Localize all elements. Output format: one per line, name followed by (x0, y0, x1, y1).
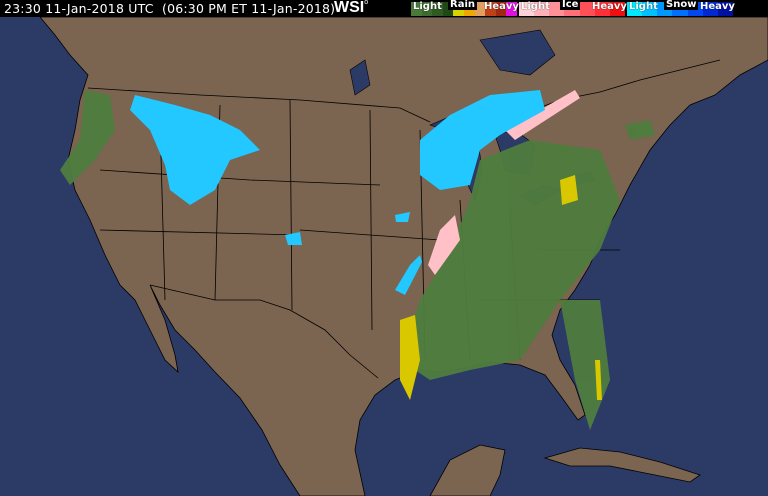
legend-rain-swatch (432, 2, 443, 16)
legend-rain-swatch (474, 2, 486, 16)
timestamp: 23:30 11-Jan-2018 UTC (06:30 PM ET 11-Ja… (4, 1, 336, 16)
legend-rain-swatch (495, 2, 507, 16)
legend-snow-swatch (627, 2, 643, 16)
land-yucatan (429, 444, 506, 496)
precip-snow (130, 90, 545, 295)
legend-rain-heavy: Heavy (484, 1, 519, 12)
legend-rain-light: Light (413, 1, 442, 12)
map-canvas (0, 17, 768, 496)
legend-snow-swatch (702, 2, 718, 16)
legend-ice (519, 2, 625, 16)
logo-text: WSI (334, 0, 365, 16)
legend-ice-light: Light (521, 1, 550, 12)
header-bar: 23:30 11-Jan-2018 UTC (06:30 PM ET 11-Ja… (0, 0, 768, 17)
wsi-logo: WSIo (334, 0, 369, 16)
legend-ice-swatch (609, 2, 625, 16)
legend-ice-title: Ice (560, 0, 581, 10)
legend-snow-light: Light (629, 1, 658, 12)
legend-ice-swatch (594, 2, 610, 16)
precip-rain-heavy (400, 175, 602, 400)
legend-rain-title: Rain (448, 0, 477, 10)
legend-rain-swatch (421, 2, 433, 16)
legend-snow-title: Snow (664, 0, 699, 10)
legend-ice-swatch (579, 2, 595, 16)
legend-snow-heavy: Heavy (700, 1, 735, 12)
legend-rain-swatch (411, 2, 422, 16)
legend-ice-heavy: Heavy (592, 1, 627, 12)
legend-rain-swatch (485, 2, 496, 16)
land-cuba (543, 447, 701, 483)
precip-ice (428, 90, 580, 275)
legend-rain-swatch (506, 2, 517, 16)
legend-ice-swatch (534, 2, 550, 16)
legend-snow-swatch (642, 2, 658, 16)
legend-snow-swatch (717, 2, 733, 16)
legend-ice-swatch (519, 2, 535, 16)
